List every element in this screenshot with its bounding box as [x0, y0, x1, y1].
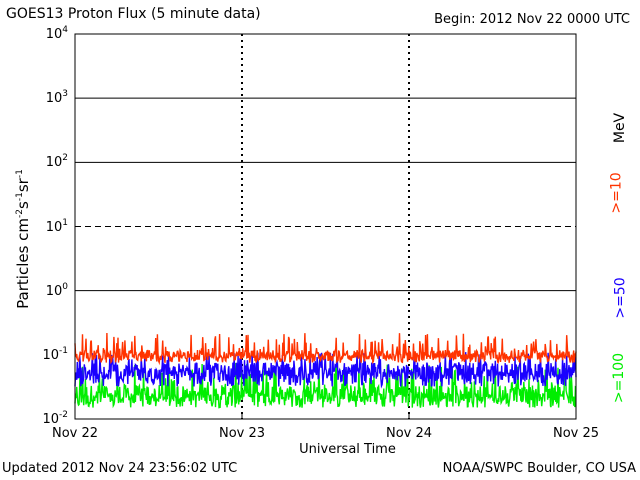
x-tick-label: Nov 22: [51, 426, 99, 441]
series-label: >=50: [612, 277, 629, 319]
y-tick-label: 100: [45, 281, 68, 299]
energy-unit-label: MeV: [612, 112, 629, 144]
series-label: >=10: [608, 172, 625, 214]
flux-series: [74, 332, 577, 409]
y-tick-label: 104: [45, 25, 68, 42]
series-label: >=100: [611, 352, 628, 404]
y-axis-label: Particles cm-2s-1sr-1: [14, 169, 32, 309]
plot-frame: [74, 33, 577, 420]
x-axis-label: Universal Time: [299, 442, 396, 457]
series-line: [74, 332, 577, 366]
x-tick-label: Nov 24: [385, 426, 433, 441]
updated-timestamp: Updated 2012 Nov 24 23:56:02 UTC: [2, 461, 238, 476]
y-tick-label: 103: [45, 89, 68, 107]
y-tick-label: 10-2: [42, 410, 68, 427]
threshold-lines: [75, 97, 576, 292]
x-tick-label: Nov 25: [552, 426, 600, 441]
y-tick-label: 102: [45, 153, 68, 171]
y-tick-label: 10-1: [42, 345, 68, 363]
y-tick-label: 101: [45, 217, 68, 235]
x-tick-label: Nov 23: [218, 426, 266, 441]
credit-text: NOAA/SWPC Boulder, CO USA: [442, 461, 636, 476]
series-line: [74, 362, 577, 409]
series-line: [74, 352, 577, 389]
begin-time: Begin: 2012 Nov 22 0000 UTC: [434, 12, 630, 27]
chart-title: GOES13 Proton Flux (5 minute data): [6, 6, 261, 22]
